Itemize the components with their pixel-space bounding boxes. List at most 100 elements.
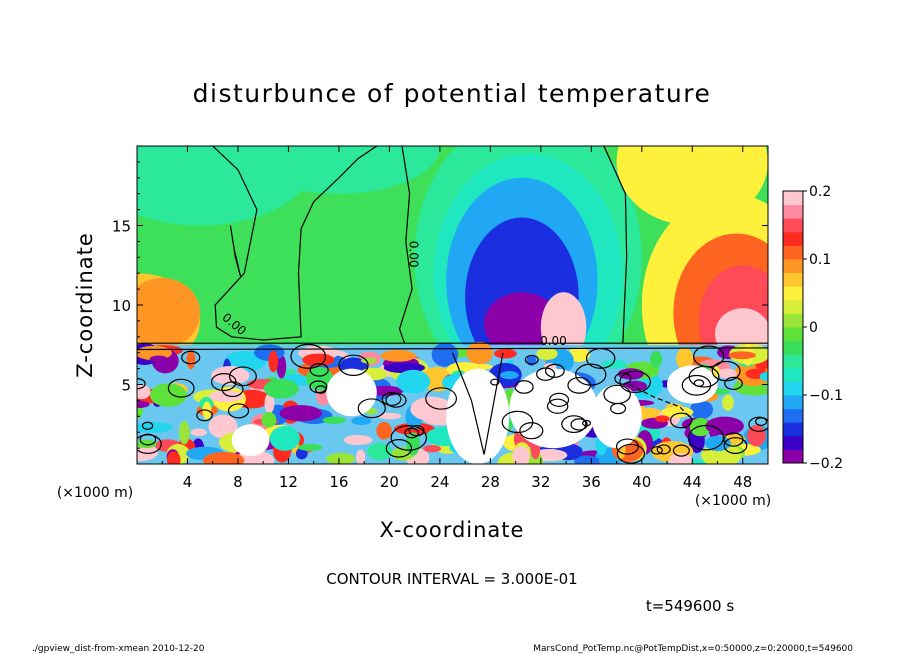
colorbar-swatch-10 <box>783 313 803 328</box>
contour-small <box>610 402 627 415</box>
colorbar-swatch-0 <box>783 449 803 464</box>
turb-cell <box>137 439 157 449</box>
contour-small <box>425 387 458 410</box>
contour-small <box>619 370 651 394</box>
turb-cell <box>717 368 737 379</box>
turb-cell <box>202 451 245 464</box>
contour-small <box>490 378 500 386</box>
x-tick-label-4: 20 <box>380 473 399 491</box>
turb-cell <box>166 451 181 464</box>
turb-cell <box>302 353 335 367</box>
contour-small <box>546 398 569 414</box>
z-tick-label-1: 10 <box>112 297 131 315</box>
turb-cell <box>367 442 393 461</box>
contour-small <box>724 376 743 391</box>
blob-upper-right <box>616 146 768 226</box>
contour-label-2: 0.00 <box>540 334 567 348</box>
z-axis-ticks: 5 10 15 <box>112 161 768 449</box>
contour-small <box>681 374 712 396</box>
contour-small <box>567 376 592 394</box>
colorbar-swatch-11 <box>783 299 803 314</box>
turb-cell <box>377 412 402 420</box>
turb-cell <box>396 369 431 394</box>
contour-small <box>748 416 768 432</box>
turb-cell <box>268 350 279 373</box>
x-tick-label-7: 32 <box>531 473 550 491</box>
contour-zero-right <box>603 146 628 344</box>
x-axis-label: X-coordinate <box>380 518 525 542</box>
colorbar-tick-label-4: −0.2 <box>809 456 843 472</box>
turb-cell <box>276 354 287 379</box>
contour-small <box>309 380 328 394</box>
colorbar-tick-label-0: 0.2 <box>809 184 831 200</box>
colorbar-ticks: 0.2 0.1 0 −0.1 −0.2 <box>803 184 843 472</box>
turb-cell <box>261 412 277 428</box>
contour-small <box>616 443 646 464</box>
turb-cell <box>466 341 494 365</box>
z-axis-label: Z-coordinate <box>73 232 97 378</box>
contour-small <box>519 422 544 440</box>
turb-cell <box>137 422 173 433</box>
turb-cell <box>668 453 693 464</box>
contour-small <box>290 343 327 369</box>
x-tick-label-3: 16 <box>329 473 348 491</box>
contour-small <box>688 365 720 388</box>
colorbar-swatch-9 <box>783 327 803 342</box>
x-tick-label-11: 48 <box>733 473 752 491</box>
turb-cell <box>208 414 238 439</box>
turb-cell <box>649 350 663 368</box>
turb-cell <box>526 354 537 366</box>
colorbar-swatch-12 <box>783 286 803 301</box>
turb-cell <box>512 446 530 464</box>
turb-cell <box>494 348 517 359</box>
colorbar-swatch-14 <box>783 259 803 274</box>
turb-cell <box>376 421 392 440</box>
turb-cell <box>689 400 714 420</box>
x-tick-label-5: 24 <box>430 473 449 491</box>
colorbar-swatch-3 <box>783 408 803 423</box>
turb-cell <box>137 384 151 400</box>
turb-cell <box>295 447 308 460</box>
contour-small <box>585 348 616 369</box>
turb-cell <box>728 351 756 360</box>
turb-cell <box>186 350 196 370</box>
colorbar-swatch-2 <box>783 422 803 437</box>
colorbar-swatch-8 <box>783 340 803 355</box>
turb-cell <box>747 425 766 447</box>
turb-white-0 <box>446 368 510 464</box>
x-tick-label-6: 28 <box>481 473 500 491</box>
contour-small <box>390 425 428 451</box>
contour-small <box>536 367 556 381</box>
contour-small <box>570 418 588 431</box>
turb-cell <box>264 393 275 414</box>
footer-right: MarsCond_PotTemp.nc@PotTempDist,x=0:5000… <box>533 644 853 654</box>
contour-small <box>561 415 587 434</box>
turb-cell <box>431 342 459 367</box>
turb-white-1 <box>509 368 598 449</box>
colorbar <box>783 191 803 464</box>
x-unit-left: (×1000 m) <box>57 485 133 501</box>
contour-small <box>582 419 592 427</box>
turbulent-layer <box>137 341 768 464</box>
turb-cell <box>263 378 299 399</box>
contour-small <box>139 433 157 446</box>
x-tick-label-2: 12 <box>279 473 298 491</box>
contour-small <box>656 444 671 455</box>
blob-top-cyan <box>237 146 440 194</box>
contour-small <box>408 424 425 437</box>
contour-zero-left <box>212 146 378 341</box>
contour-small <box>723 437 748 454</box>
turb-cell <box>149 355 168 363</box>
turb-cell <box>536 347 558 360</box>
contour-small <box>181 350 201 365</box>
chart-title: disturbunce of potential temperature <box>193 79 712 108</box>
x-axis-ticks: 4 8 12 16 20 24 28 32 36 40 44 48 <box>161 146 752 491</box>
turb-white-4 <box>231 424 270 457</box>
contour-small <box>137 378 146 390</box>
contour-small <box>672 444 690 457</box>
colorbar-tick-label-1: 0.1 <box>809 252 831 268</box>
turb-cell <box>343 435 373 446</box>
contour-layer-2 <box>137 347 768 351</box>
turb-cell <box>661 406 694 418</box>
